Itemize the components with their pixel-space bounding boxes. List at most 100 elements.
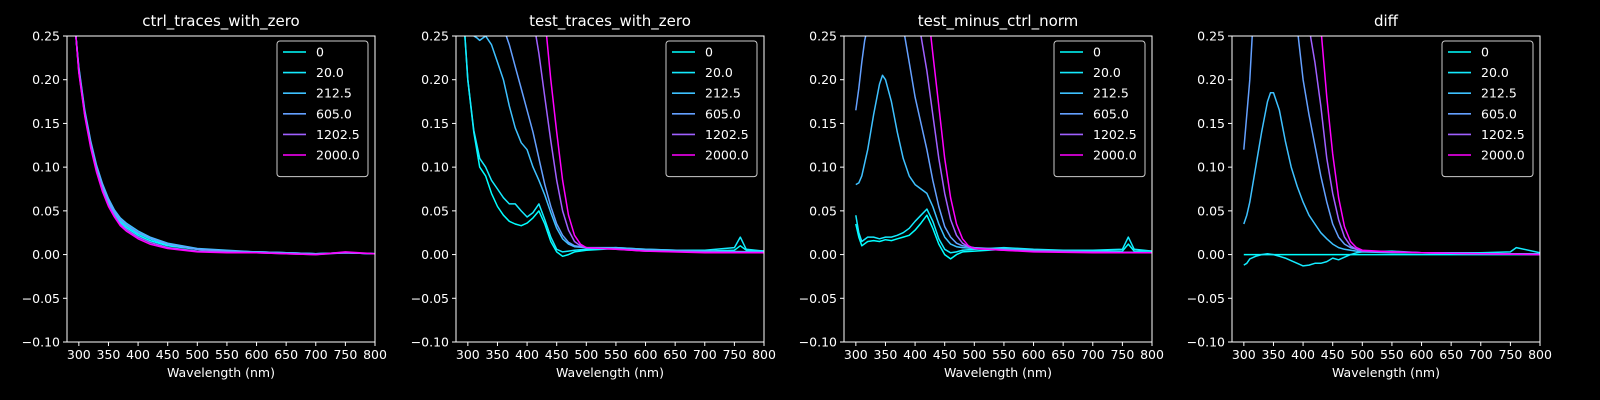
x-tick-label: 750 [1498,347,1522,362]
x-tick-label: 700 [1081,347,1105,362]
x-tick-label: 550 [992,347,1016,362]
x-tick-label: 300 [844,347,868,362]
x-tick-label: 500 [962,347,986,362]
y-tick-label: 0.10 [1197,160,1225,175]
chart-panel-4: diff 300 350 400 450 500 550 600 650 700 750 800 −0.… [1187,12,1552,380]
x-axis-label: Wavelength (nm) [1332,365,1440,380]
x-tick-label: 800 [1140,347,1164,362]
legend-label: 20.0 [1481,65,1509,80]
y-tick-label: −0.05 [799,291,837,306]
legend-label: 0 [705,45,713,60]
series-line-2000.0 [545,36,764,254]
legend-label: 0 [316,45,324,60]
y-tick-label: 0.25 [32,29,60,44]
x-tick-label: 450 [545,347,569,362]
x-axis-label: Wavelength (nm) [944,365,1052,380]
x-tick-label: 350 [874,347,898,362]
chart-panel-2: test_traces_with_zero 300 350 400 450 500 550 6… [411,12,776,380]
y-tick-label: 0.10 [32,160,60,175]
legend-label: 212.5 [705,86,741,101]
legend-label: 0 [1093,45,1101,60]
legend-label: 1202.5 [705,127,749,142]
x-axis-label: Wavelength (nm) [556,365,664,380]
legend-label: 2000.0 [1481,148,1525,163]
y-tick-label: −0.10 [411,335,449,350]
x-tick-label: 350 [97,347,121,362]
x-tick-label: 550 [215,347,239,362]
x-tick-label: 600 [245,347,269,362]
x-tick-label: 400 [515,347,539,362]
legend-label: 2000.0 [705,148,749,163]
x-tick-label: 750 [333,347,357,362]
x-tick-label: 750 [1110,347,1134,362]
y-tick-label: −0.10 [799,335,837,350]
x-tick-label: 700 [693,347,717,362]
y-tick-label: −0.05 [1187,291,1225,306]
y-tick-label: 0.15 [421,116,449,131]
y-tick-label: −0.10 [1187,335,1225,350]
x-tick-label: 350 [1262,347,1286,362]
y-tick-label: 0.20 [1197,72,1225,87]
x-tick-label: 800 [1528,347,1552,362]
y-tick-label: 0.25 [1197,29,1225,44]
axes-frame [66,35,376,343]
axes-frame [455,35,765,343]
chart-title: test_minus_ctrl_norm [918,12,1079,31]
x-tick-label: 400 [1291,347,1315,362]
axes-frame [843,35,1153,343]
x-tick-label: 350 [486,347,510,362]
series-line-2000.0 [1320,36,1540,256]
x-tick-label: 300 [67,347,91,362]
legend-box [276,40,369,178]
legend-label: 605.0 [1093,106,1129,121]
x-tick-label: 600 [634,347,658,362]
legend-label: 2000.0 [316,148,360,163]
y-tick-label: 0.00 [421,247,449,262]
x-tick-label: 600 [1022,347,1046,362]
series-line-212.5 [1243,92,1540,255]
x-tick-label: 650 [1051,347,1075,362]
x-tick-label: 800 [363,347,387,362]
y-tick-label: 0.10 [809,160,837,175]
legend-box [1441,40,1534,178]
series-group [1243,36,1540,267]
legend-label: 20.0 [1093,65,1121,80]
chart-title: ctrl_traces_with_zero [142,12,299,31]
x-tick-label: 400 [126,347,150,362]
x-tick-label: 400 [903,347,927,362]
x-tick-label: 650 [663,347,687,362]
y-tick-label: 0.20 [421,72,449,87]
x-tick-label: 700 [1469,347,1493,362]
legend-label: 1202.5 [1481,127,1525,142]
y-tick-label: 0.20 [32,72,60,87]
series-line-20.0 [855,208,1152,254]
series-line-605.0 [505,36,764,253]
y-tick-label: 0.25 [809,29,837,44]
legend: 0 20.0 212.5 605.0 1202.5 2000.0 [665,40,758,178]
x-tick-label: 550 [604,347,628,362]
x-tick-label: 500 [1350,347,1374,362]
y-tick-label: 0.25 [421,29,449,44]
chart-panel-3: test_minus_ctrl_norm 300 350 400 450 500 550 60… [799,12,1164,380]
legend-label: 0 [1481,45,1489,60]
y-tick-label: 0.15 [809,116,837,131]
legend-label: 1202.5 [1093,127,1137,142]
y-tick-label: 0.00 [32,247,60,262]
legend-label: 605.0 [1481,106,1517,121]
x-tick-label: 800 [752,347,776,362]
y-tick-label: 0.05 [32,203,60,218]
y-tick-label: 0.05 [1197,203,1225,218]
x-tick-label: 450 [156,347,180,362]
x-axis-label: Wavelength (nm) [167,365,275,380]
series-line-605.0 [75,36,375,255]
y-tick-label: −0.05 [22,291,60,306]
y-tick-label: −0.05 [411,291,449,306]
x-tick-label: 750 [722,347,746,362]
series-group [75,36,375,256]
legend: 0 20.0 212.5 605.0 1202.5 2000.0 [1053,40,1146,178]
legend-label: 212.5 [316,86,352,101]
x-tick-label: 550 [1380,347,1404,362]
x-tick-label: 300 [456,347,480,362]
